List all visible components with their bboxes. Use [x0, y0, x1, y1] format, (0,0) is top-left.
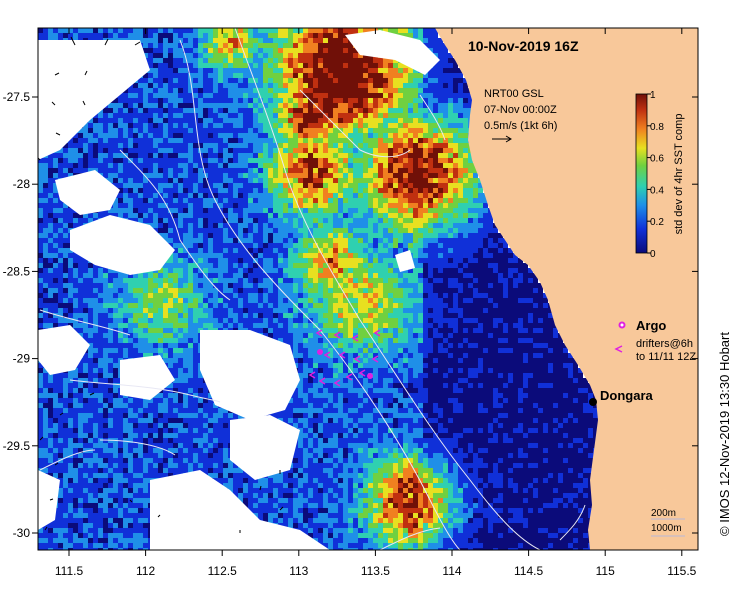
colorbar-tick-label: 0.4: [650, 185, 664, 196]
colorbar-tick-label: 0.6: [650, 154, 664, 165]
x-tick-label: 115.5: [667, 564, 696, 578]
y-tick-label: -29.5: [3, 439, 31, 453]
colorbar-tick-label: 0.2: [650, 217, 664, 228]
drifter-icon: [614, 345, 623, 353]
drifters-label: drifters@6h: [636, 338, 693, 350]
land-mass: [435, 28, 698, 550]
plot-border: [37, 27, 699, 551]
depth-200-label: 200m: [651, 508, 676, 519]
x-axis: 111.5 112 112.5 113 113.5 114 114.5 115 115.5: [55, 28, 697, 578]
colorbar-tick-label: 0.8: [650, 122, 664, 133]
x-tick-label: 114: [442, 564, 461, 578]
y-axis: -27.5 -28 -28.5 -29 -29.5 -30: [3, 90, 698, 540]
current-vectors: [38, 36, 284, 533]
drifter-tracks: [308, 329, 381, 387]
imos-credit: © IMOS 12-Nov-2019 13:30 Hobart: [717, 332, 732, 536]
argo-icon: [618, 321, 626, 329]
dongara-marker: [589, 398, 597, 406]
x-tick-label: 112: [136, 564, 155, 578]
colorbar-label: std dev of 4hr SST comp: [673, 114, 685, 235]
x-tick-label: 113.5: [361, 564, 390, 578]
colorbar-ticks: 0 0.2 0.4 0.6 0.8 1: [647, 90, 664, 260]
missing-data-patches: [38, 30, 440, 550]
y-tick-label: -28.5: [3, 264, 31, 278]
x-tick-label: 113: [289, 564, 308, 578]
scale-arrow-icon: [492, 135, 512, 143]
map-title: 10-Nov-2019 16Z: [468, 38, 579, 54]
current-time-label: 07-Nov 00:00Z: [484, 104, 557, 116]
current-source-label: NRT00 GSL: [484, 88, 544, 100]
y-tick-label: -29: [13, 352, 31, 366]
y-tick-label: -28: [13, 177, 31, 191]
colorbar: [635, 93, 648, 254]
y-tick-label: -27.5: [3, 90, 31, 104]
y-tick-label: -30: [13, 526, 31, 540]
colorbar-tick-label: 1: [650, 90, 656, 101]
drifters-time-label: to 11/11 12Z: [636, 351, 696, 363]
depth-contours: [39, 28, 586, 550]
colorbar-tick-label: 0: [650, 249, 656, 260]
current-scale-label: 0.5m/s (1kt 6h): [484, 120, 557, 132]
depth-1000-label: 1000m: [651, 523, 682, 534]
x-tick-label: 112.5: [208, 564, 237, 578]
dongara-label: Dongara: [600, 388, 654, 403]
x-tick-label: 114.5: [514, 564, 543, 578]
argo-label: Argo: [636, 318, 666, 333]
x-tick-label: 111.5: [55, 564, 84, 578]
x-tick-label: 115: [596, 564, 615, 578]
